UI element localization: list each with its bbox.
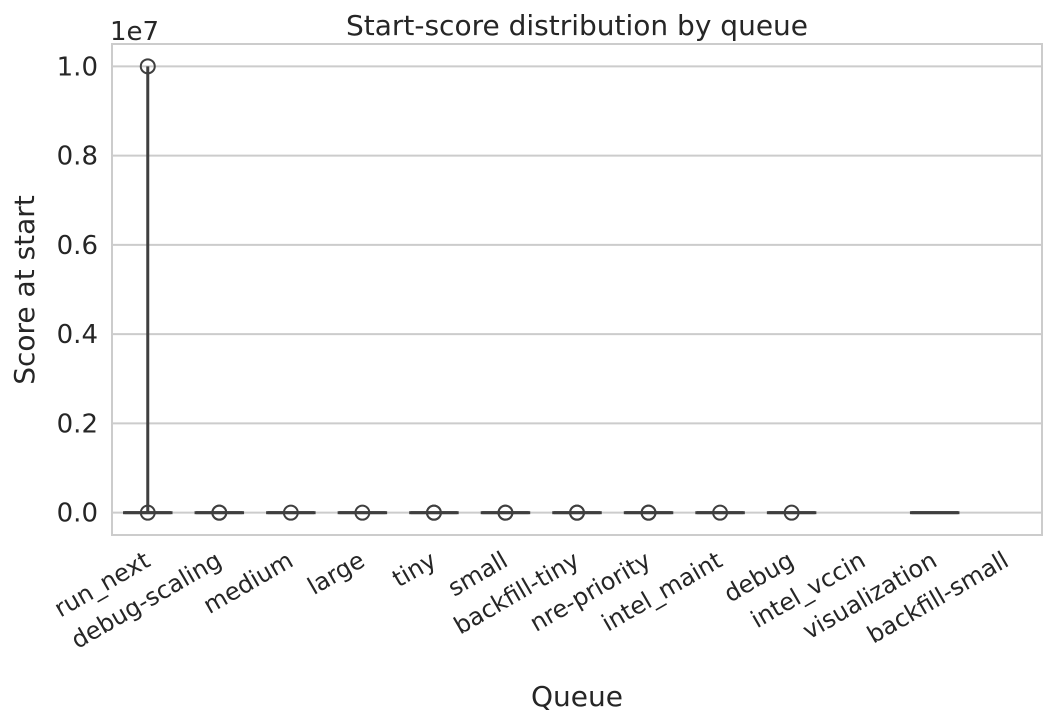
box-medium (266, 504, 316, 521)
y-tick-label: 1.0 (57, 52, 98, 82)
chart-title: Start-score distribution by queue (346, 9, 808, 42)
outlier-point (425, 504, 442, 521)
box-intel_maint (695, 504, 745, 521)
outlier-point (211, 504, 228, 521)
box-tiny (409, 504, 459, 521)
outlier-point (282, 504, 299, 521)
x-tick-label: large (303, 546, 370, 601)
y-axis-label: Score at start (8, 195, 41, 385)
outlier-point (139, 58, 156, 75)
box-debug-scaling (194, 504, 245, 521)
plot-frame (111, 43, 1043, 536)
y-tick-label: 0.6 (57, 231, 98, 261)
outlier-point (783, 504, 800, 521)
x-tick-label: tiny (388, 546, 441, 593)
boxes (123, 58, 960, 521)
y-axis-offset-label: 1e7 (110, 17, 159, 47)
outlier-point (712, 504, 729, 521)
outlier-point (139, 504, 156, 521)
outlier-point (497, 504, 514, 521)
grid (112, 65, 1042, 514)
y-tick-labels: 0.0 0.2 0.4 0.6 0.8 1.0 (57, 52, 98, 528)
y-tick-label: 0.4 (57, 320, 98, 350)
box-backfill-tiny (552, 504, 602, 521)
y-tick-label: 0.0 (57, 499, 98, 529)
box-small (480, 504, 531, 521)
box-run_next (123, 58, 173, 521)
box-large (337, 504, 388, 521)
box-debug (766, 504, 817, 521)
y-tick-label: 0.2 (57, 409, 98, 439)
x-axis-label: Queue (531, 680, 623, 713)
box-nre-priority (623, 504, 674, 521)
outlier-point (354, 504, 371, 521)
outlier-point (640, 504, 657, 521)
outlier-point (569, 504, 585, 521)
y-tick-label: 0.8 (57, 142, 98, 172)
